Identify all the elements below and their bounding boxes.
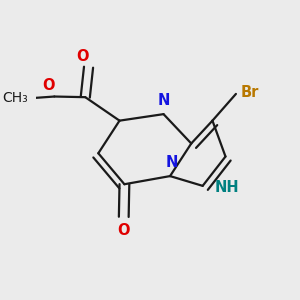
Text: O: O <box>76 49 89 64</box>
Text: O: O <box>42 78 55 93</box>
Text: NH: NH <box>215 180 240 195</box>
Text: CH₃: CH₃ <box>2 91 28 104</box>
Text: N: N <box>158 93 170 108</box>
Text: O: O <box>118 223 130 238</box>
Text: Br: Br <box>241 85 259 100</box>
Text: N: N <box>166 155 178 170</box>
